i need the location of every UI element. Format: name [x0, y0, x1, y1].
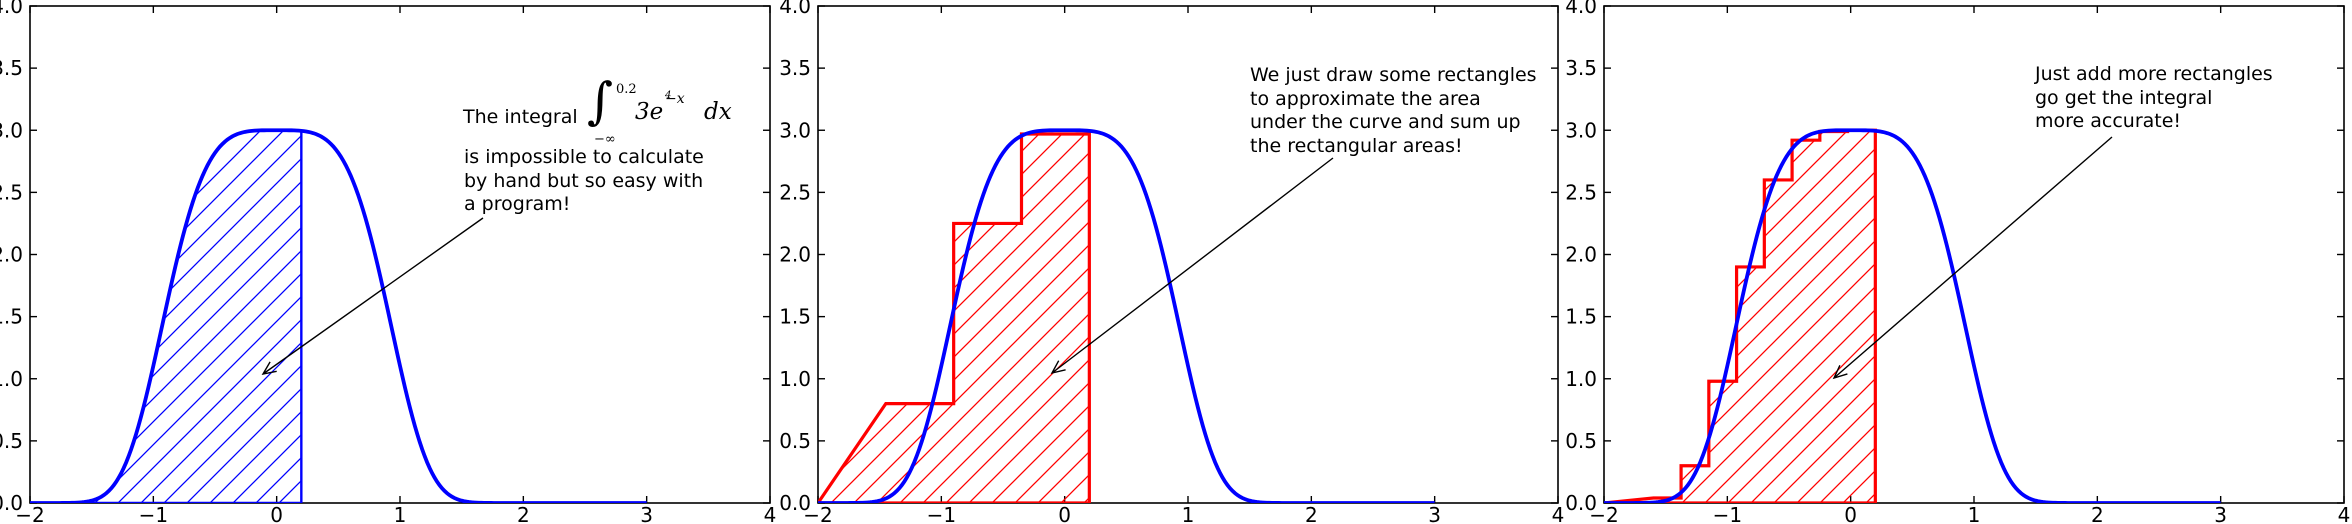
- y-tick-label: 2.0: [779, 243, 811, 267]
- function-curve: [1604, 128, 2221, 503]
- y-tick-label: 1.0: [1565, 367, 1597, 391]
- y-tick-label: 2.0: [1565, 243, 1597, 267]
- y-tick-label: 0.0: [0, 491, 23, 515]
- y-tick-label: 3.0: [779, 118, 811, 142]
- y-tick-label: 0.5: [779, 429, 811, 453]
- y-tick-label: 3.0: [1565, 118, 1597, 142]
- exponent-base: −x: [665, 91, 685, 107]
- plot-content: [1604, 128, 2221, 503]
- annotation-right-body: Just add more rectangles go get the inte…: [2035, 63, 2273, 132]
- x-tick-label: −1: [1713, 503, 1742, 524]
- x-tick-label: −1: [927, 503, 956, 524]
- x-tick-label: −2: [1589, 503, 1618, 524]
- function-curve: [818, 128, 1435, 503]
- annotation-integral-formula: The integral ∫ 0.2 −∞ 3e −x 4 dx: [463, 76, 753, 155]
- annotation-arrow: [1050, 157, 1334, 375]
- x-tick-label: 0: [1844, 503, 1857, 524]
- function-curve: [30, 128, 647, 503]
- riemann-rectangles: [818, 132, 1091, 503]
- y-tick-label: 1.0: [0, 367, 23, 391]
- integrand: 3e: [635, 99, 664, 125]
- differential: dx: [704, 99, 732, 125]
- y-tick-label: 1.5: [0, 305, 23, 329]
- x-tick-label: 4: [1552, 503, 1565, 524]
- annotation-middle-body: We just draw some rectangles to approxim…: [1250, 64, 1537, 157]
- x-tick-label: 4: [764, 503, 777, 524]
- x-tick-label: 3: [640, 503, 653, 524]
- y-tick-label: 2.5: [779, 180, 811, 204]
- x-tick-label: 1: [394, 503, 407, 524]
- exponent-power: 4: [665, 90, 672, 101]
- x-tick-label: 3: [1428, 503, 1441, 524]
- integral-sign: ∫: [587, 72, 614, 130]
- integral-upper-limit: 0.2: [616, 82, 637, 97]
- y-tick-label: 1.5: [779, 305, 811, 329]
- annotation-arrow: [1832, 136, 2113, 380]
- panel-middle: −2 −1 0 1 2 3 4 0.0 0.5 1.0 1.5 2.0 2.5 3.0 3.5 4.0: [779, 0, 1564, 524]
- y-tick-label: 2.5: [1565, 180, 1597, 204]
- x-tick-label: 2: [2091, 503, 2104, 524]
- x-tick-label: 2: [1305, 503, 1318, 524]
- y-tick-label: 0.0: [779, 491, 811, 515]
- integral-lower-limit: −∞: [594, 132, 616, 147]
- x-tick-label: −1: [139, 503, 168, 524]
- y-tick-label: 4.0: [1565, 0, 1597, 18]
- x-tick-label: −2: [15, 503, 44, 524]
- panel-right: −2 −1 0 1 2 3 4 0.0 0.5 1.0 1.5 2.0 2.5 3.0 3.5 4.0: [1565, 0, 2350, 524]
- formula-intro-text: The integral: [463, 106, 578, 128]
- integrand-exponent: −x 4: [665, 90, 685, 107]
- x-tick-label: 0: [1058, 503, 1071, 524]
- y-tick-label: 2.5: [0, 180, 23, 204]
- y-tick-label: 3.0: [0, 118, 23, 142]
- y-tick-label: 3.5: [779, 56, 811, 80]
- y-tick-label: 2.0: [0, 243, 23, 267]
- x-tick-label: 3: [2214, 503, 2227, 524]
- y-tick-label: 3.5: [0, 56, 23, 80]
- y-tick-label: 0.0: [1565, 491, 1597, 515]
- x-tick-label: 2: [517, 503, 530, 524]
- plot-content: [30, 128, 647, 503]
- x-tick-label: 1: [1182, 503, 1195, 524]
- y-tick-label: 4.0: [0, 0, 23, 18]
- x-tick-label: 4: [2338, 503, 2351, 524]
- y-tick-label: 0.5: [1565, 429, 1597, 453]
- y-tick-label: 1.5: [1565, 305, 1597, 329]
- y-tick-label: 3.5: [1565, 56, 1597, 80]
- y-tick-label: 1.0: [779, 367, 811, 391]
- plot-content: [818, 128, 1435, 503]
- y-tick-label: 0.5: [0, 429, 23, 453]
- panel-left: −2 −1 0 1 2 3 4 0.0 0.5 1.0 1.5 2.0 2.5 3.0 3.5 4.0: [0, 0, 776, 524]
- y-tick-label: 4.0: [779, 0, 811, 18]
- annotation-left-body: is impossible to calculate by hand but s…: [464, 146, 704, 215]
- x-tick-label: 0: [270, 503, 283, 524]
- x-tick-label: −2: [803, 503, 832, 524]
- annotation-arrow: [261, 217, 484, 375]
- x-tick-label: 1: [1968, 503, 1981, 524]
